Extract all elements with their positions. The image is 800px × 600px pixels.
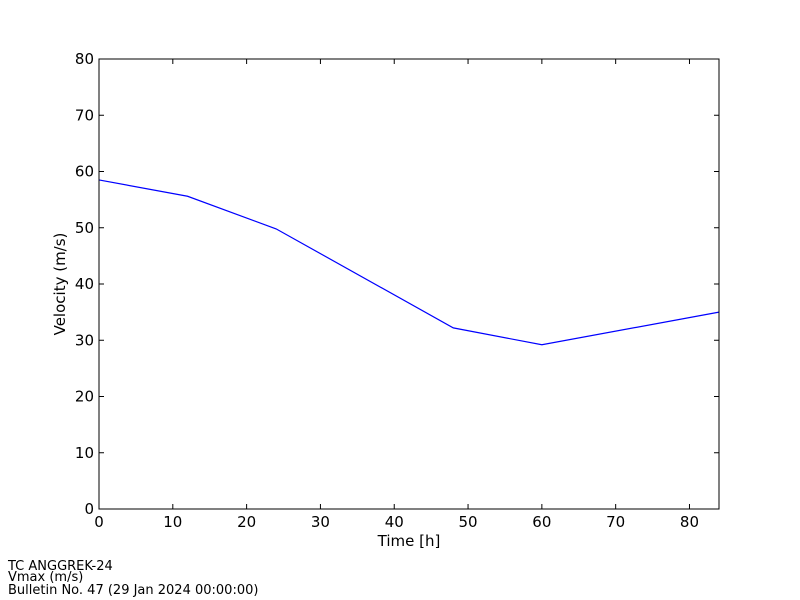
- line-series: [98, 179, 720, 346]
- x-tick-label: 40: [385, 513, 404, 531]
- y-tick-label: 80: [75, 50, 94, 68]
- y-axis-label: Velocity (m/s): [51, 233, 69, 336]
- x-tick-label: 60: [532, 513, 551, 531]
- y-tick-label: 0: [84, 500, 94, 518]
- x-tick-label: 30: [311, 513, 330, 531]
- x-tick-label: 20: [237, 513, 256, 531]
- x-axis-label: Time [h]: [377, 532, 441, 550]
- y-tick-label: 40: [75, 275, 94, 293]
- x-tick-label: 50: [459, 513, 478, 531]
- footer-line: Vmax (m/s): [8, 570, 83, 585]
- plot-frame: [98, 58, 720, 510]
- y-tick-label: 70: [75, 106, 94, 124]
- y-tick-label: 60: [75, 163, 94, 181]
- x-tick-label: 80: [680, 513, 699, 531]
- x-tick-label: 10: [163, 513, 182, 531]
- y-tick-label: 20: [75, 388, 94, 406]
- y-tick-label: 30: [75, 331, 94, 349]
- y-tick-label: 10: [75, 444, 94, 462]
- y-tick-label: 50: [75, 219, 94, 237]
- x-tick-label: 70: [606, 513, 625, 531]
- x-tick-label: 0: [94, 513, 104, 531]
- footer-line: Bulletin No. 47 (29 Jan 2024 00:00:00): [8, 583, 258, 598]
- footer-line: TC ANGGREK-24: [7, 559, 113, 574]
